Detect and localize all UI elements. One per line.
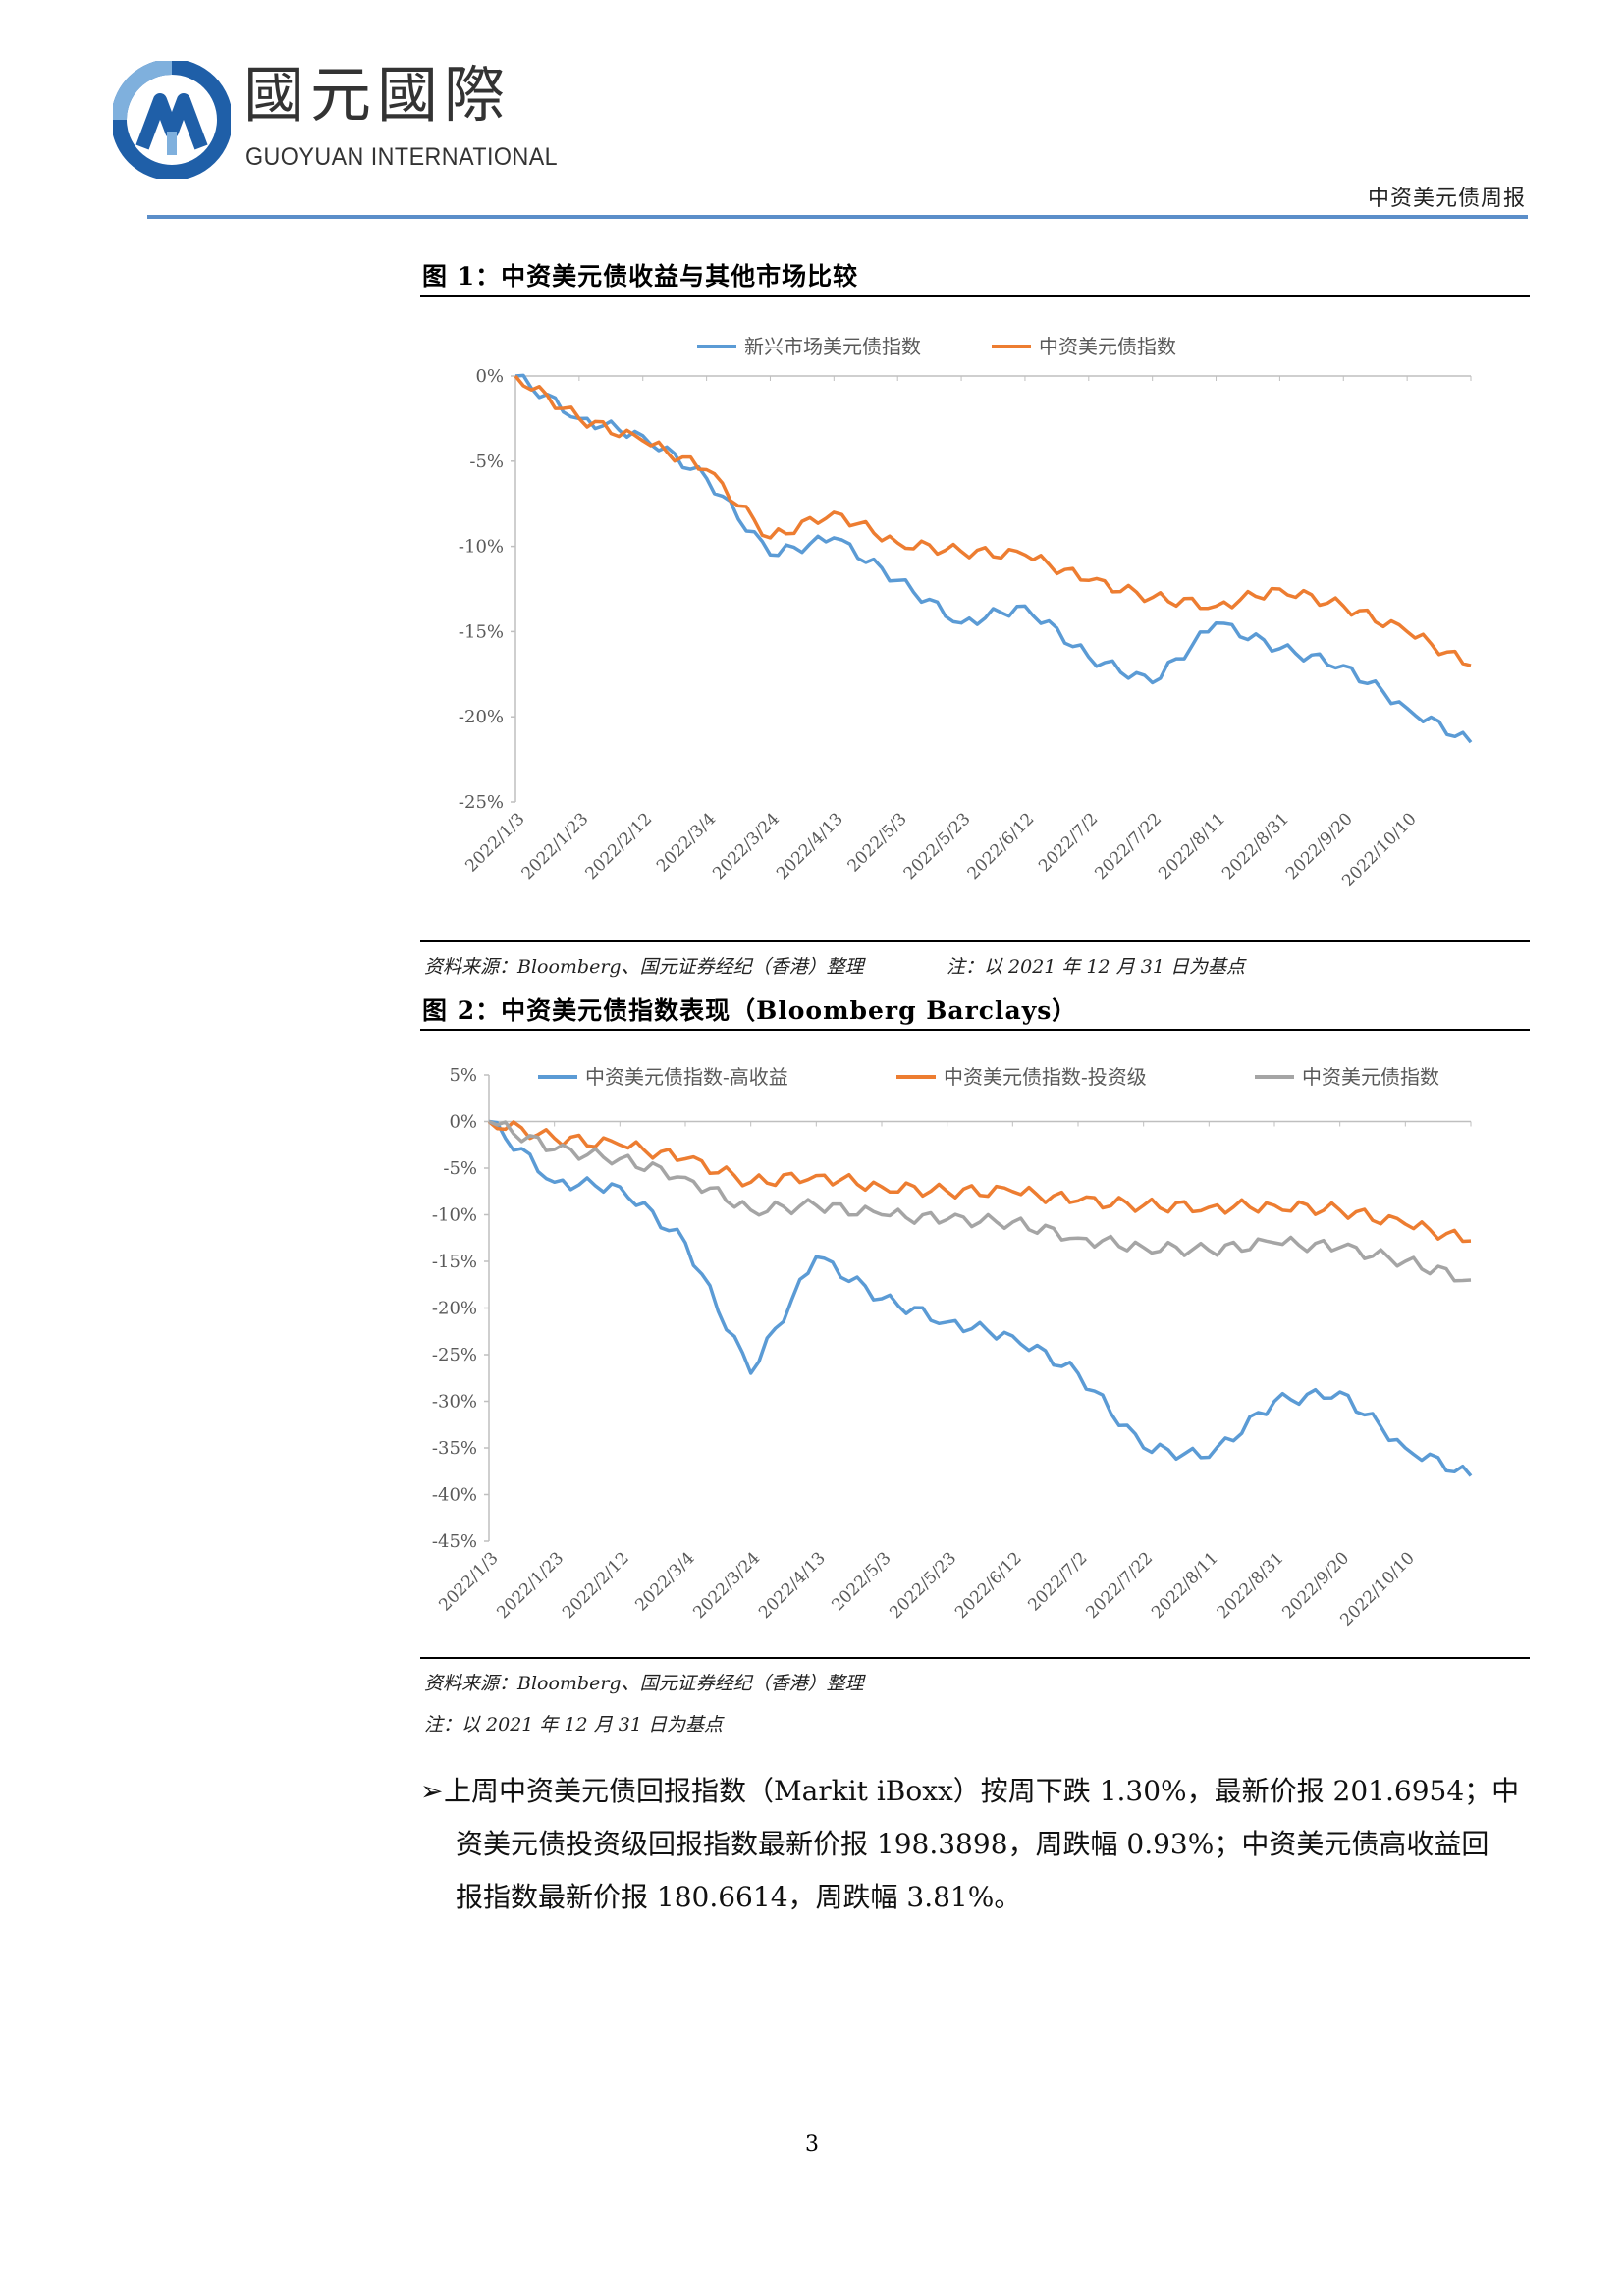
- bullet-arrow-icon: ➢: [420, 1775, 444, 1807]
- chart1-x-tick-label: 2022/4/13: [773, 809, 847, 883]
- chart1-y-tick-label: -25%: [459, 792, 504, 813]
- figure-2-top-rule: [420, 1029, 1530, 1031]
- chart2-x-tick-label: 2022/3/4: [631, 1548, 698, 1615]
- chart1-x-tick-label: 2022/5/3: [844, 809, 911, 876]
- chart2-x-tick-label: 2022/2/12: [559, 1548, 633, 1623]
- chart1-y-tick-label: 0%: [475, 366, 504, 387]
- chart1-x-tick-label: 2022/1/23: [518, 809, 593, 883]
- figure-2-bottom-rule: [420, 1657, 1530, 1659]
- chart2-x-tick-label: 2022/1/3: [435, 1548, 502, 1615]
- chart1-y-tick-label: -10%: [459, 537, 504, 558]
- chart2-y-tick-label: -40%: [432, 1485, 477, 1506]
- chart2-y-tick-label: -30%: [432, 1392, 477, 1413]
- chart1-legend-label: 中资美元债指数: [1039, 335, 1176, 358]
- figure-1-title: 图 1：中资美元债收益与其他市场比较: [422, 262, 859, 291]
- chart2-legend-label: 中资美元债指数: [1302, 1065, 1439, 1089]
- chart1-x-tick-label: 2022/7/2: [1035, 809, 1102, 876]
- logo-english-text: GUOYUAN INTERNATIONAL: [245, 143, 559, 171]
- chart2-y-tick-label: 5%: [449, 1065, 477, 1086]
- chart2-legend-label: 中资美元债指数-高收益: [585, 1065, 788, 1089]
- chart1-x-tick-label: 2022/3/4: [653, 809, 720, 876]
- chart1-x-tick-label: 2022/8/11: [1155, 809, 1229, 883]
- figure-2-title: 图 2：中资美元债指数表现（Bloomberg Barclays）: [422, 996, 1078, 1025]
- chart1-x-tick-label: 2022/5/23: [900, 809, 975, 883]
- chart2-series-line-2: [487, 1120, 1472, 1244]
- chart2-x-tick-label: 2022/7/22: [1082, 1548, 1157, 1623]
- page-number: 3: [805, 2132, 819, 2157]
- bullet-line-3: 报指数最新价报 180.6614，周跌幅 3.81%。: [456, 1881, 1022, 1913]
- figure-1-source: 资料来源：Bloomberg、国元证券经纪（香港）整理: [424, 956, 864, 978]
- chart1-series-line-1: [514, 373, 1473, 744]
- chart2-y-tick-label: -25%: [432, 1345, 477, 1365]
- chart2-x-tick-label: 2022/7/2: [1024, 1548, 1091, 1615]
- chart1-x-tick-label: 2022/1/3: [461, 809, 528, 876]
- chart1-x-tick-label: 2022/3/24: [709, 809, 784, 883]
- document-title: 中资美元债周报: [1367, 187, 1526, 211]
- chart2-x-tick-label: 2022/5/3: [828, 1548, 894, 1615]
- chart2-y-tick-label: 0%: [449, 1112, 477, 1133]
- bullet-line-2: 资美元债投资级回报指数最新价报 198.3898，周跌幅 0.93%；中资美元债…: [456, 1828, 1489, 1860]
- chart2-x-tick-label: 2022/1/23: [493, 1548, 568, 1623]
- chart1-x-tick-label: 2022/7/22: [1091, 809, 1165, 883]
- chart2-x-tick-label: 2022/8/11: [1148, 1548, 1222, 1623]
- chart1-x-tick-label: 2022/8/31: [1218, 809, 1293, 883]
- logo-icon: [111, 59, 233, 181]
- figure-2-note: 注：以 2021 年 12 月 31 日为基点: [424, 1714, 723, 1735]
- figure-1-bottom-rule: [420, 940, 1530, 942]
- chart1-legend-label: 新兴市场美元债指数: [744, 335, 921, 358]
- chart2-series-line-3: [488, 1119, 1472, 1283]
- chart2-x-tick-label: 2022/8/31: [1214, 1548, 1288, 1623]
- bullet-line-1: 上周中资美元债回报指数（Markit iBoxx）按周下跌 1.30%，最新价报…: [444, 1775, 1520, 1807]
- chart2-y-tick-label: -5%: [443, 1158, 477, 1179]
- figure-2-source: 资料来源：Bloomberg、国元证券经纪（香港）整理: [424, 1673, 864, 1694]
- chart2-series-line-1: [488, 1119, 1473, 1477]
- figure-2-chart: 5% 0% -5% -10% -15% -20% -25% -30% -35% -40% -45% 2…: [420, 1033, 1530, 1651]
- chart2-y-tick-label: -35%: [432, 1438, 477, 1459]
- logo-chinese-text: 國元國際: [244, 59, 512, 131]
- figure-1-chart: 0% -5% -10% -15% -20% -25% 2022/1/3 2022/1/23 20…: [420, 299, 1530, 937]
- chart2-y-tick-label: -45%: [432, 1531, 477, 1552]
- chart1-y-tick-label: -15%: [459, 621, 504, 642]
- header-divider: [147, 215, 1528, 219]
- chart1-y-tick-label: -5%: [469, 452, 504, 472]
- chart2-x-tick-label: 2022/3/24: [689, 1548, 764, 1623]
- chart1-series-line-2: [514, 374, 1472, 667]
- chart1-x-tick-label: 2022/2/12: [581, 809, 656, 883]
- chart2-y-tick-label: -20%: [432, 1299, 477, 1319]
- chart2-x-tick-label: 2022/6/12: [951, 1548, 1026, 1623]
- figure-1-note: 注：以 2021 年 12 月 31 日为基点: [947, 956, 1245, 978]
- chart2-x-tick-label: 2022/4/13: [755, 1548, 830, 1623]
- chart2-legend-label: 中资美元债指数-投资级: [944, 1065, 1147, 1089]
- bullet-paragraph: ➢上周中资美元债回报指数（Markit iBoxx）按周下跌 1.30%，最新价…: [420, 1765, 1535, 1924]
- chart1-x-tick-label: 2022/6/12: [964, 809, 1039, 883]
- figure-1-top-rule: [420, 295, 1530, 297]
- chart2-y-tick-label: -10%: [432, 1205, 477, 1226]
- chart1-y-tick-label: -20%: [459, 707, 504, 727]
- chart2-x-tick-label: 2022/5/23: [886, 1548, 960, 1623]
- chart2-y-tick-label: -15%: [432, 1252, 477, 1272]
